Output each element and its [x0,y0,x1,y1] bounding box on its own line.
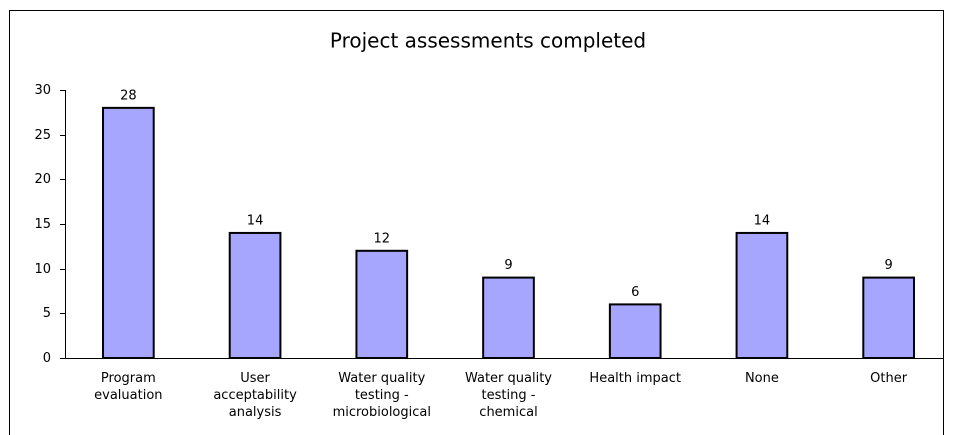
chart-title: Project assessments completed [330,29,646,53]
data-label: 12 [374,231,391,246]
x-tick-label: User acceptability analysis [213,371,297,420]
data-label: 9 [885,258,893,273]
y-tick-label: 25 [34,128,51,143]
data-label: 6 [631,285,639,300]
x-tick-label-box: Program evaluation [94,371,163,403]
bar [228,231,282,359]
x-tick-label: Program evaluation [94,371,163,403]
x-tick-label-box: None [744,371,779,386]
x-tick-label-box: Water quality testing - microbiological [332,371,431,420]
bar [482,276,535,360]
data-label: 14 [247,213,264,228]
y-tick-label: 30 [34,83,51,98]
y-tick-label: 10 [34,262,51,277]
x-tick-label: Health impact [589,371,681,386]
y-tick-label: 15 [34,217,51,232]
x-tick-label-box: Water quality testing - chemical [464,371,553,420]
y-tick-label: 0 [43,351,51,366]
bar [735,231,789,359]
x-tick-label: Water quality testing - microbiological [332,371,431,420]
x-tick-label-box: Other [870,371,908,386]
x-tick-label-box: User acceptability analysis [213,371,297,420]
x-tick-label: Water quality testing - chemical [464,371,553,420]
x-tick-label: Other [870,371,908,386]
y-tick-label: 20 [34,172,51,187]
y-tick-label: 5 [43,306,51,321]
chart-border [9,10,944,435]
data-label: 28 [120,88,137,103]
bar [102,106,155,359]
data-label: 14 [754,213,771,228]
bar [862,276,915,360]
data-label: 9 [504,258,512,273]
x-tick-label: None [744,371,779,386]
x-tick-label-box: Health impact [589,371,681,386]
bar [608,303,662,359]
bar [355,249,409,359]
